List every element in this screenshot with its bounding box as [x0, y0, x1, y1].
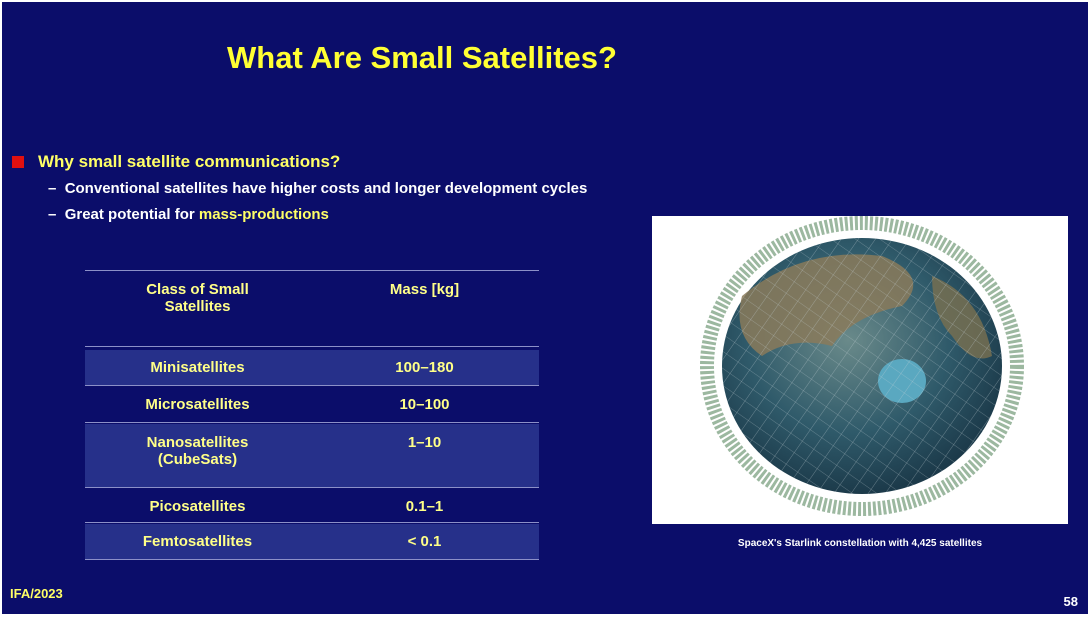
cell: Femtosatellites — [142, 533, 253, 550]
table-row: Nanosatellites (CubeSats) 1–10 — [85, 424, 539, 488]
bullet-marker — [12, 156, 24, 168]
sub-bullet-text: Great potential for — [64, 206, 199, 223]
header-cell: Mass [kg] — [389, 281, 460, 298]
starlink-image — [652, 216, 1068, 524]
cell: Nanosatellites (CubeSats) — [146, 434, 249, 468]
globe-illustration — [700, 216, 1024, 516]
cell: 100–180 — [395, 359, 454, 376]
image-caption: SpaceX's Starlink constellation with 4,4… — [737, 538, 983, 549]
table-row: Microsatellites 10–100 — [85, 387, 539, 423]
header-cell: Class of Small Satellites — [146, 281, 249, 315]
footer: IFA/2023 — [10, 586, 63, 601]
cell: 10–100 — [399, 396, 450, 413]
orbit-shell — [700, 216, 1024, 516]
sub-bullet-text: Conventional satellites have higher cost… — [64, 180, 588, 197]
cell: Picosatellites — [149, 497, 246, 515]
cell: Minisatellites — [150, 359, 245, 376]
cell: 0.1–1 — [405, 497, 444, 515]
table-header: Class of Small Satellites Mass [kg] — [85, 271, 539, 347]
highlight-text: mass-productions — [198, 206, 329, 223]
cell: Microsatellites — [145, 396, 250, 413]
cell: < 0.1 — [407, 533, 442, 550]
table: Class of Small Satellites Mass [kg] Mini… — [85, 270, 539, 561]
slide-title: What Are Small Satellites? — [227, 40, 617, 75]
table-row: Minisatellites 100–180 — [85, 350, 539, 386]
constellation-mesh — [722, 238, 1002, 494]
bullet: Why small satellite communications? — [38, 152, 341, 171]
sub-bullet: – Conventional satellites have higher co… — [48, 180, 588, 197]
page-number: 58 — [1063, 594, 1078, 609]
sub-bullet: – Great potential for mass-productions — [48, 206, 329, 223]
table-row: Femtosatellites < 0.1 — [85, 524, 539, 560]
cell: 1–10 — [407, 434, 442, 451]
table-row: Picosatellites 0.1–1 — [85, 490, 539, 523]
